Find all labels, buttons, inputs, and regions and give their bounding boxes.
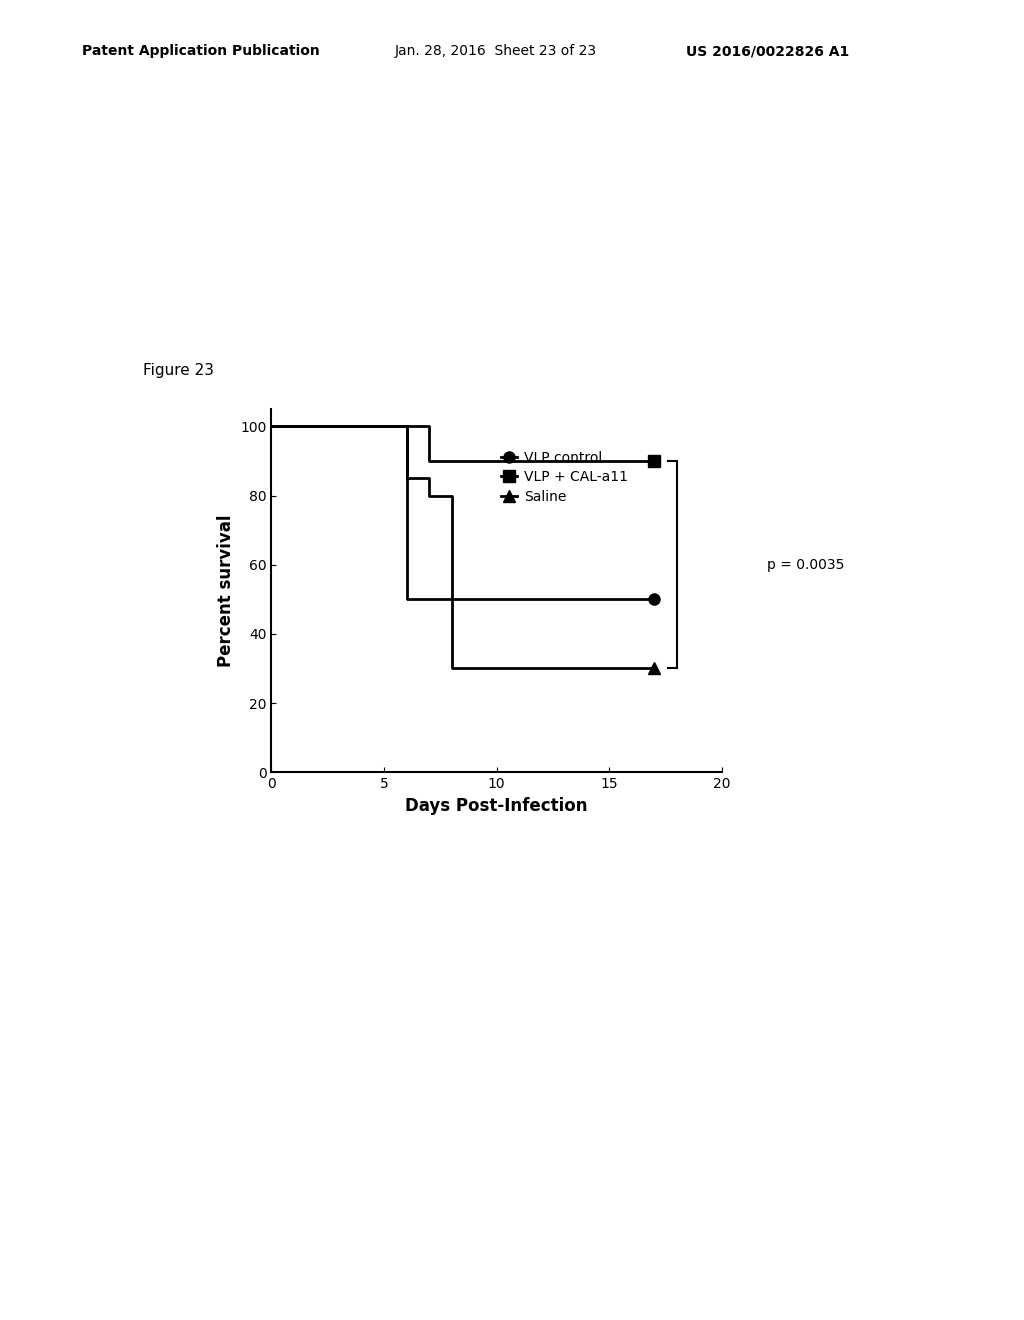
Text: Jan. 28, 2016  Sheet 23 of 23: Jan. 28, 2016 Sheet 23 of 23 [394, 45, 596, 58]
Text: US 2016/0022826 A1: US 2016/0022826 A1 [686, 45, 849, 58]
Text: Figure 23: Figure 23 [143, 363, 214, 378]
Legend: VLP control, VLP + CAL-a11, Saline: VLP control, VLP + CAL-a11, Saline [496, 445, 634, 510]
Text: Patent Application Publication: Patent Application Publication [82, 45, 319, 58]
Y-axis label: Percent survival: Percent survival [216, 515, 234, 667]
X-axis label: Days Post-Infection: Days Post-Infection [406, 796, 588, 814]
Text: p = 0.0035: p = 0.0035 [767, 558, 845, 572]
